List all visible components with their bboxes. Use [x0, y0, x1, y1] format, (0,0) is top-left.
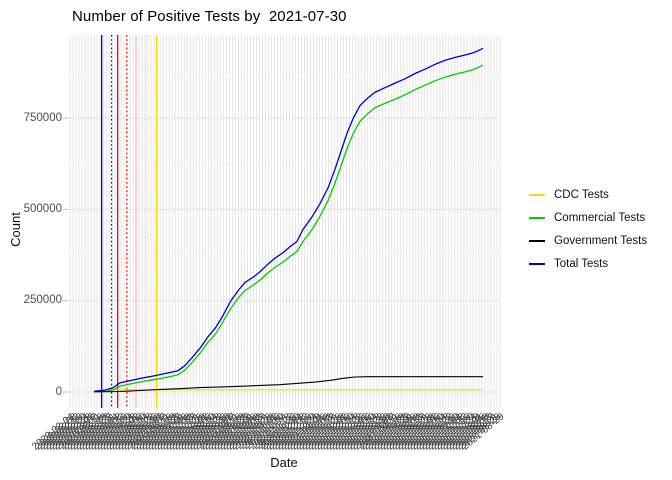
y-tick-label: 0 [55, 385, 62, 398]
series-line-commercial-tests [106, 64, 484, 393]
legend-swatch-line-icon [529, 240, 545, 242]
horizontal-gridlines [67, 71, 501, 393]
legend-item-label: CDC Tests [554, 189, 609, 201]
series-line-government-tests [93, 376, 483, 393]
y-axis-title: Count [7, 212, 23, 247]
legend-item: Commercial Tests [529, 211, 647, 225]
x-axis-title: Date [270, 455, 298, 470]
plot-area [63, 35, 501, 408]
y-tick-marks [63, 117, 67, 393]
chart-title: Number of Positive Tests by 2021-07-30 [72, 8, 347, 25]
y-tick-label: 750000 [23, 111, 62, 124]
y-tick-label: 250000 [23, 294, 62, 307]
legend-swatch-line-icon [529, 263, 545, 265]
y-tick-label: 500000 [23, 202, 62, 215]
legend-item: CDC Tests [529, 188, 647, 202]
vertical-gridlines [69, 35, 501, 408]
legend: CDC Tests Commercial Tests Government Test… [529, 188, 647, 271]
legend-swatch-line-icon [529, 194, 545, 196]
legend-item-label: Government Tests [554, 235, 648, 247]
legend-item-label: Total Tests [554, 258, 609, 270]
legend-item-label: Commercial Tests [554, 212, 646, 224]
plot-svg [63, 35, 501, 408]
legend-item: Government Tests [529, 234, 647, 248]
annotation-vlines [100, 35, 158, 408]
legend-item: Total Tests [529, 257, 647, 271]
legend-swatch-line-icon [529, 217, 545, 219]
series-lines [93, 47, 484, 393]
series-line-total-tests [93, 47, 484, 392]
